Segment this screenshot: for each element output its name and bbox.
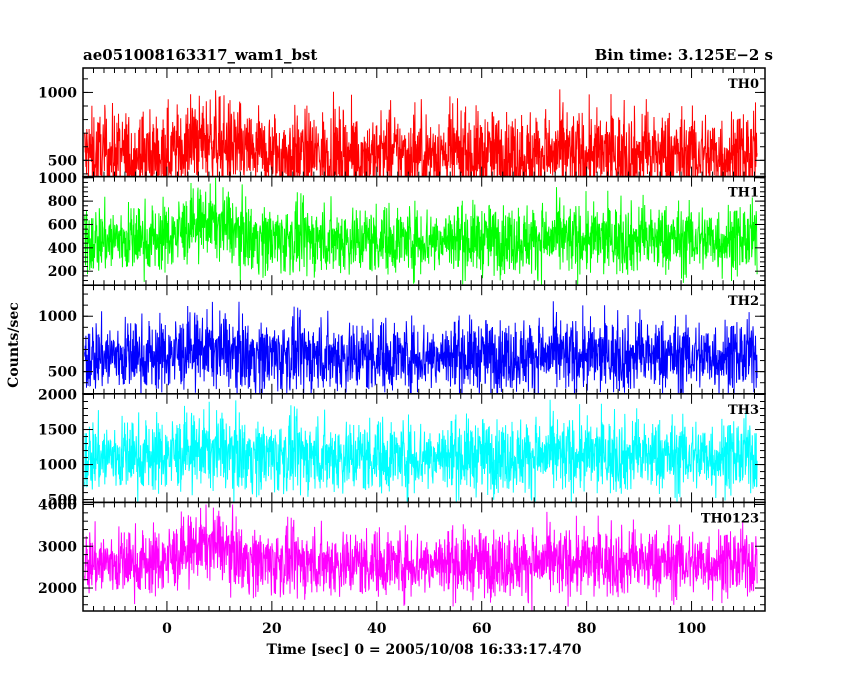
- panel-label: TH1: [728, 186, 759, 201]
- y-tick-label: 1500: [38, 423, 77, 439]
- y-tick-label: 2000: [38, 388, 77, 404]
- panel-label: TH0123: [701, 511, 759, 526]
- y-tick-label: 4000: [38, 497, 77, 513]
- y-tick-label: 400: [48, 241, 77, 257]
- panel-th1: 200 400 600 800 1000 TH1: [38, 171, 766, 286]
- bin-time-label: Bin time: 3.125E−2 s: [595, 46, 773, 64]
- panel-label: TH2: [728, 294, 759, 309]
- panel-th2: 500 1000 TH2: [38, 284, 766, 395]
- y-tick-label: 1000: [38, 85, 77, 101]
- y-tick-label: 2000: [38, 581, 77, 597]
- panel-th3: 500 1000 1500 2000 TH3: [38, 388, 766, 509]
- chart-title: ae051008163317_wam1_bst: [83, 46, 317, 64]
- series-line-th2: [84, 301, 758, 394]
- x-tick-label: 20: [262, 621, 282, 637]
- y-tick-label: 1000: [38, 309, 77, 325]
- panel-label: TH3: [728, 403, 759, 418]
- panel-frame: [82, 501, 766, 612]
- y-tick-label: 500: [48, 493, 77, 509]
- y-tick-label: 600: [48, 217, 77, 233]
- panels-group: 5001000TH02004006008001000TH15001000TH25…: [38, 67, 766, 637]
- x-tick-label: 40: [367, 621, 387, 637]
- x-tick-label: 80: [577, 621, 597, 637]
- y-tick-label: 1000: [38, 458, 77, 474]
- x-tick-label: 0: [162, 621, 172, 637]
- series-line-th0123: [84, 504, 758, 611]
- y-tick-label: 1000: [38, 171, 77, 187]
- y-tick-label: 500: [48, 365, 77, 381]
- y-tick-label: 3000: [38, 539, 77, 555]
- x-tick-label: 100: [677, 621, 706, 637]
- panel-label: TH0: [728, 77, 759, 92]
- series-line-th1: [84, 177, 758, 286]
- y-tick-label: 200: [48, 264, 77, 280]
- panel-th0: 500 1000 TH0: [38, 67, 766, 178]
- series-line-th0: [84, 89, 758, 177]
- x-axis-label: Time [sec] 0 = 2005/10/08 16:33:17.470: [267, 642, 582, 658]
- y-tick-label: 800: [48, 194, 77, 210]
- y-tick-label: 500: [48, 153, 77, 169]
- y-axis-label: Counts/sec: [6, 302, 22, 388]
- panel-th0123: 2000 3000 4000 TH0123: [38, 497, 766, 612]
- series-line-th3: [84, 399, 758, 503]
- x-tick-label: 60: [472, 621, 492, 637]
